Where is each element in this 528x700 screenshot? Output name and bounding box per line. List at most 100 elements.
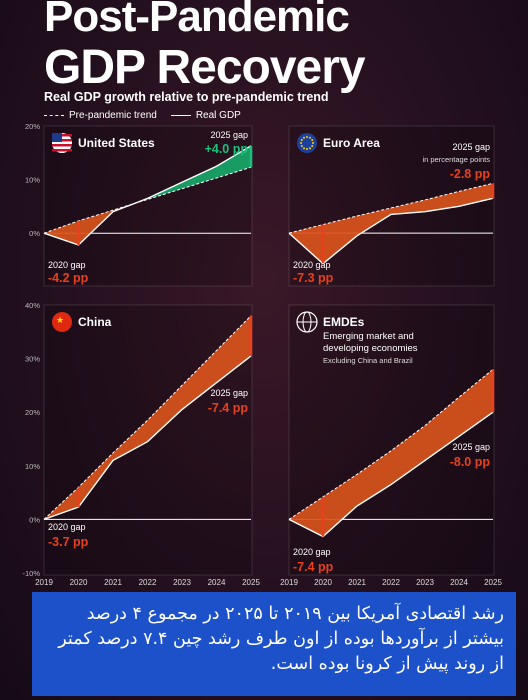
y-tick-label: 40% <box>25 301 40 310</box>
panel-name-0: United States <box>78 136 155 150</box>
dashed-line-icon <box>44 115 64 116</box>
legend: Pre-pandemic trend Real GDP <box>44 110 241 121</box>
gap-2025-value: -2.8 pp <box>450 167 491 181</box>
x-tick-label: 2023 <box>173 578 191 587</box>
legend-item-trend: Pre-pandemic trend <box>44 110 157 121</box>
gap-area-segment <box>323 216 357 264</box>
gap-area-segment <box>425 397 459 461</box>
gap-area-segment <box>216 315 251 383</box>
subtitle: Real GDP growth relative to pre-pandemic… <box>44 90 329 104</box>
x-tick-label: 2025 <box>242 578 260 587</box>
gap-area-segment <box>78 452 113 508</box>
flag-group <box>296 311 318 333</box>
x-tick-label: 2019 <box>35 578 53 587</box>
flag-group <box>297 133 317 153</box>
x-tick-label: 2021 <box>104 578 122 587</box>
flag-group: ★ <box>52 312 72 332</box>
eu-flag-star <box>306 148 308 150</box>
panel-0 <box>43 125 253 287</box>
solid-line-icon <box>170 115 191 116</box>
gap-2020-label: 2020 gap <box>48 260 86 270</box>
y-tick-label: 20% <box>25 408 40 417</box>
y-tick-label: 20% <box>25 122 40 131</box>
gap-2020-label: 2020 gap <box>293 260 331 270</box>
gap-2025-value: +4.0 pp <box>205 142 249 156</box>
gap-2020-value: -3.7 pp <box>48 535 89 549</box>
gap-2025-value: -8.0 pp <box>450 455 491 469</box>
x-tick-label: 2025 <box>484 578 502 587</box>
gap-2025-label: 2025 gap <box>210 388 248 398</box>
china-flag-bg <box>52 312 72 332</box>
gap-area-segment <box>182 350 217 410</box>
gap-area-segment <box>391 199 425 215</box>
emde-note-2: developing economies <box>323 343 418 354</box>
y-tick-label: 10% <box>25 176 40 185</box>
us-flag-stripe <box>52 144 72 147</box>
eu-flag-star <box>309 136 311 139</box>
emde-note-1: Emerging market and <box>323 331 414 342</box>
gap-2020-value: -7.3 pp <box>293 271 334 285</box>
emde-note-3: Excluding China and Brazil <box>323 356 413 365</box>
eu-flag-star <box>311 145 314 147</box>
us-flag-canton <box>52 133 62 142</box>
y-tick-label: 0% <box>29 515 40 524</box>
flag-group <box>52 133 72 153</box>
y-tick-label: 30% <box>25 355 40 364</box>
caption-text: رشد اقتصادی آمریکا بین ۲۰۱۹ تا ۲۰۲۵ در م… <box>32 592 516 696</box>
gap-area-segment <box>147 385 182 442</box>
eu-flag-star <box>300 139 303 141</box>
x-tick-label: 2023 <box>416 578 434 587</box>
y-tick-label: 0% <box>29 229 40 238</box>
china-flag-star: ★ <box>56 316 64 326</box>
eu-flag-bg <box>297 133 317 153</box>
x-tick-label: 2020 <box>70 578 88 587</box>
gap-area-segment <box>44 220 79 245</box>
gap-2020-label: 2020 gap <box>48 522 86 532</box>
gap-2025-note: in percentage points <box>422 155 490 164</box>
gap-area-segment <box>289 496 323 537</box>
x-tick-label: 2020 <box>314 578 332 587</box>
y-tick-label: 10% <box>25 462 40 471</box>
gap-2020-value: -7.4 pp <box>293 560 334 574</box>
gap-area-segment <box>357 450 391 506</box>
x-tick-label: 2024 <box>208 578 226 587</box>
gap-2025-label: 2025 gap <box>210 130 248 140</box>
gap-2025-value: -7.4 pp <box>208 401 249 415</box>
panel-name-2: China <box>78 315 112 329</box>
legend-trend-label: Pre-pandemic trend <box>69 110 157 121</box>
gap-area-segment <box>289 224 323 264</box>
title-line-1: Post-Pandemic <box>44 0 350 41</box>
eu-flag-star <box>312 142 314 144</box>
gap-area-segment <box>113 420 148 461</box>
eu-flag-star <box>303 136 305 139</box>
gap-area-segment <box>391 425 425 485</box>
gap-2020-label: 2020 gap <box>293 547 331 557</box>
eu-flag-star <box>300 145 303 147</box>
gap-area-segment <box>425 191 459 212</box>
legend-item-real: Real GDP <box>170 110 241 121</box>
gap-area-segment <box>357 207 391 236</box>
eu-flag-star <box>309 147 311 150</box>
x-tick-label: 2022 <box>382 578 400 587</box>
y-tick-label: -10% <box>22 569 40 578</box>
gap-2025-label: 2025 gap <box>452 442 490 452</box>
gap-2020-value: -4.2 pp <box>48 271 89 285</box>
eu-flag-star <box>311 139 314 141</box>
gap-area-segment <box>459 183 493 207</box>
eu-flag-star <box>303 147 305 150</box>
eu-flag-star <box>306 136 308 138</box>
us-flag-stripe <box>52 149 72 152</box>
gap-area-segment <box>459 369 493 437</box>
gap-area-segment <box>182 166 217 189</box>
x-tick-label: 2019 <box>280 578 298 587</box>
panel-name-1: Euro Area <box>323 136 380 150</box>
gap-2025-label: 2025 gap <box>452 142 490 152</box>
x-tick-label: 2022 <box>139 578 157 587</box>
gap-area-segment <box>216 145 251 178</box>
title-line-2: GDP Recovery <box>44 41 366 94</box>
gap-area-segment <box>323 474 357 537</box>
panel-name-3: EMDEs <box>323 315 365 329</box>
eu-flag-star <box>300 142 302 144</box>
x-tick-label: 2021 <box>348 578 366 587</box>
